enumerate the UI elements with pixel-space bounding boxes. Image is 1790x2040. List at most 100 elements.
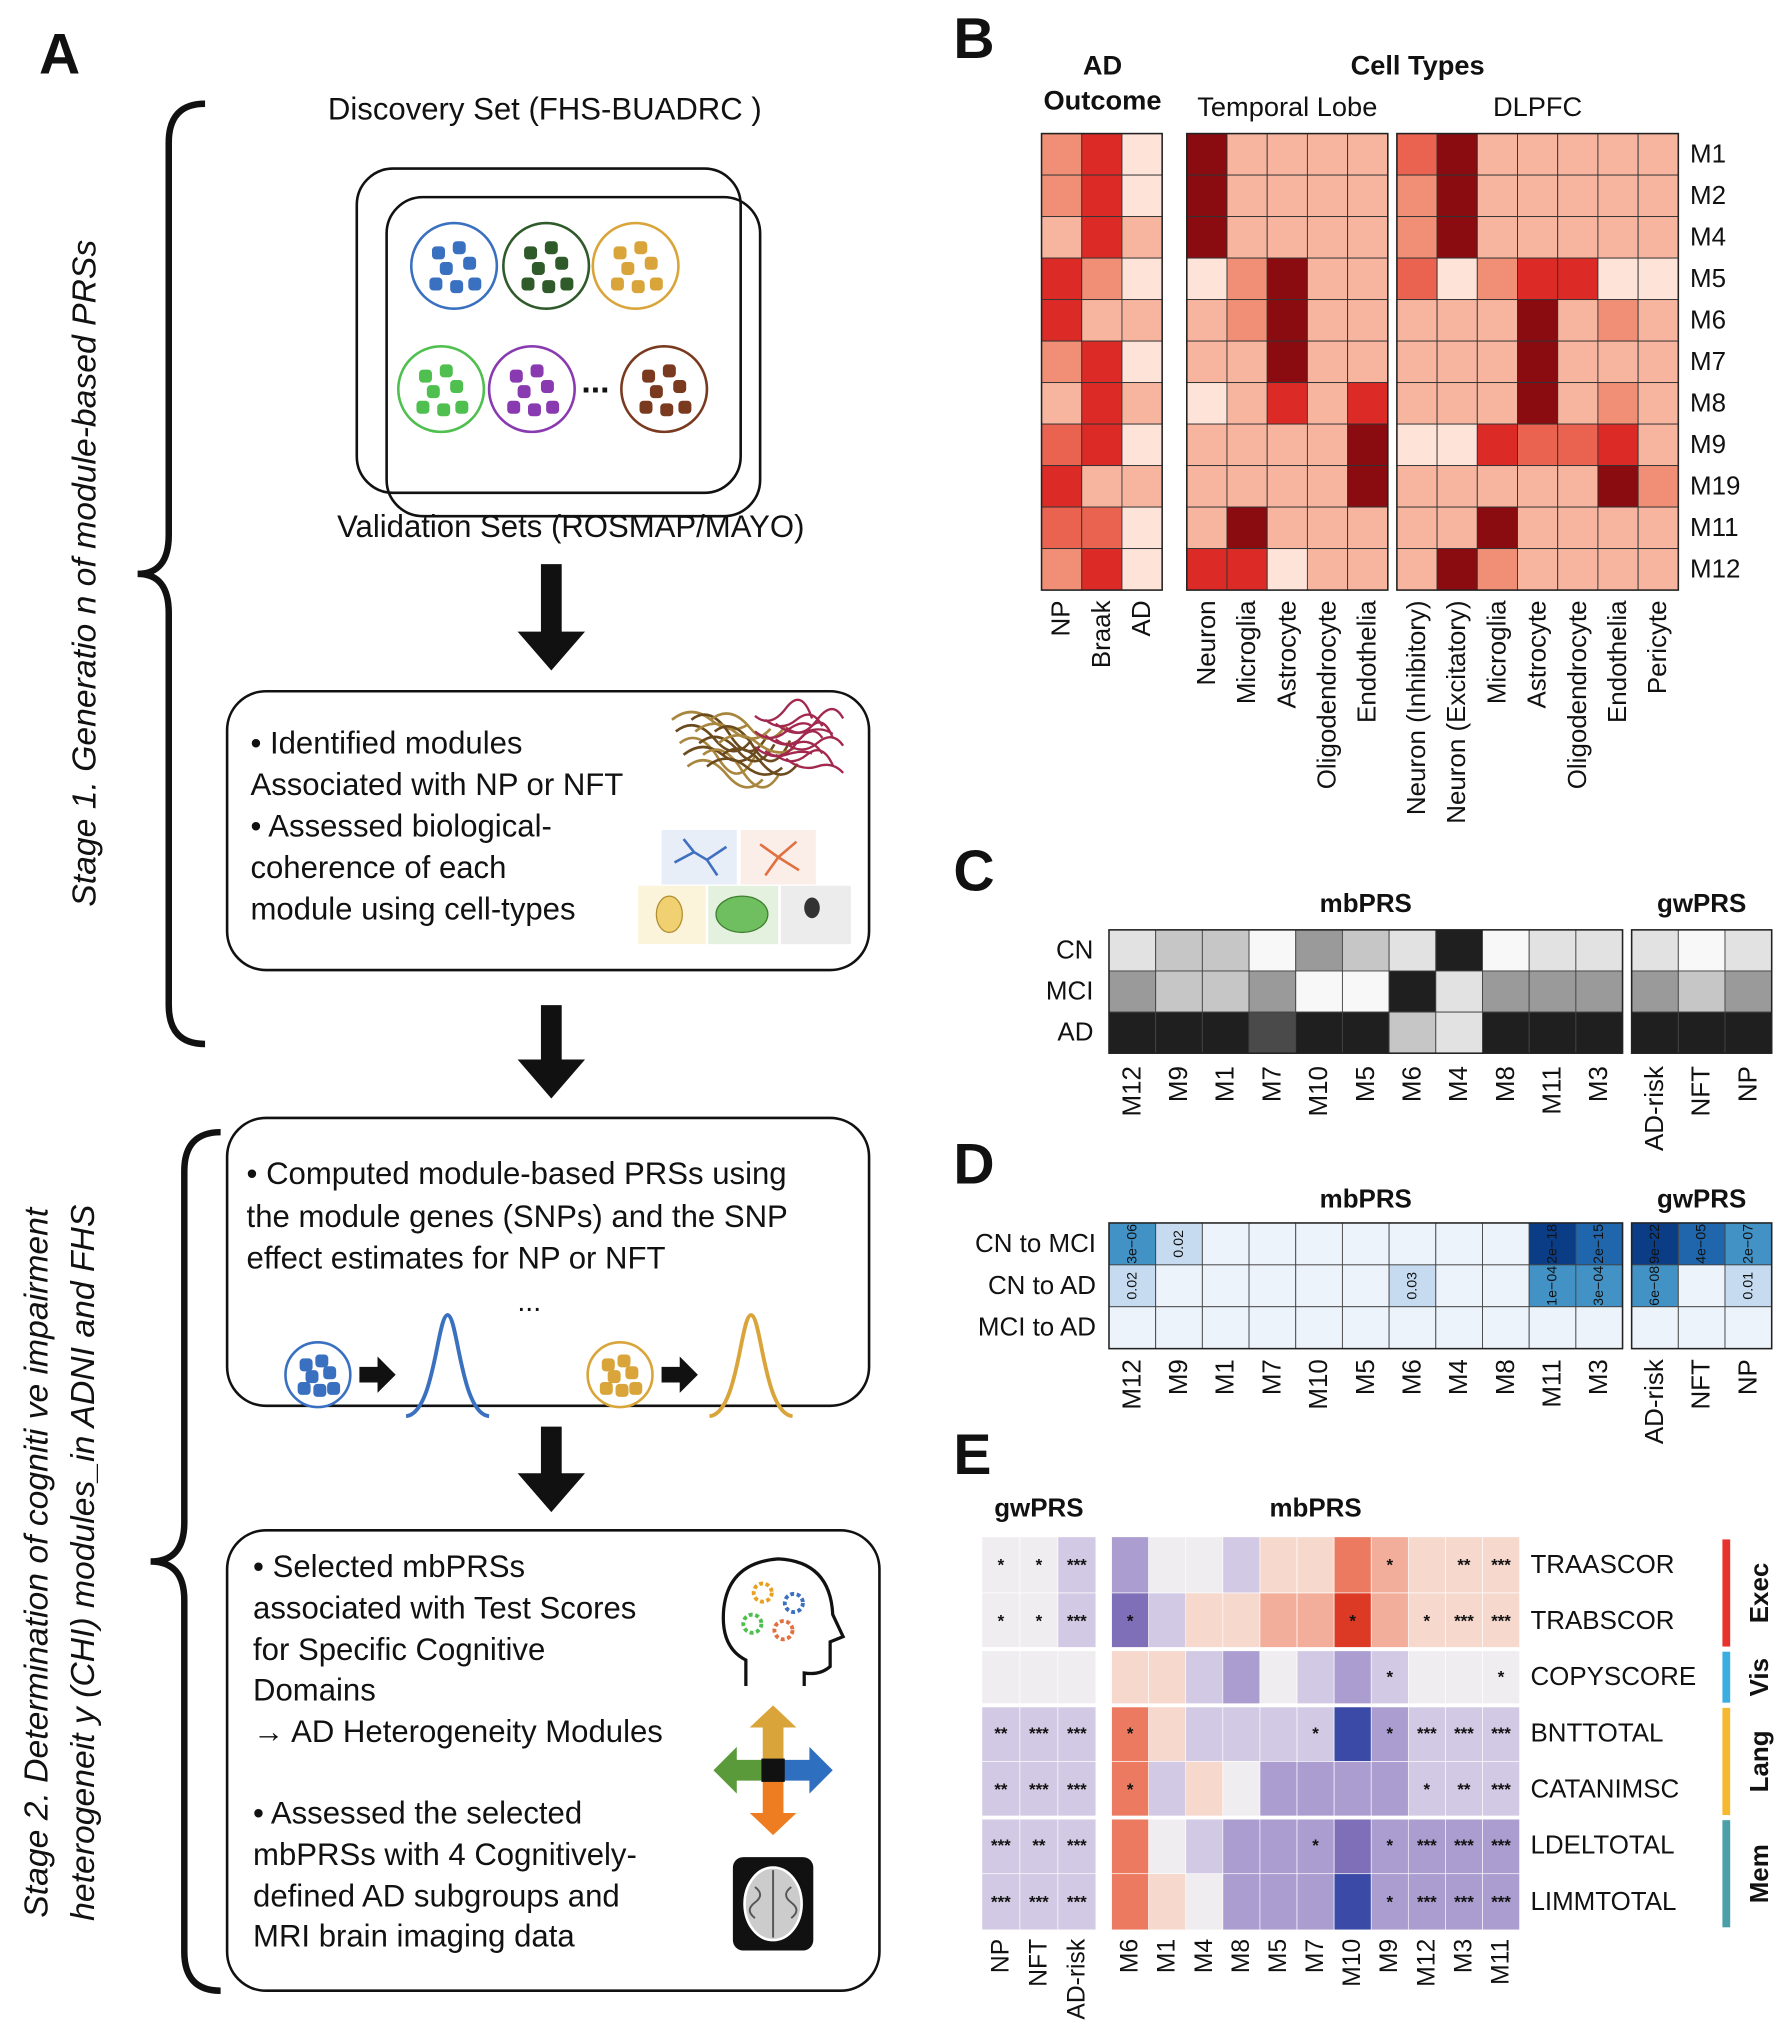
heatmap-cell bbox=[1476, 216, 1518, 259]
column-label: M10 bbox=[1339, 1939, 1366, 1987]
panel-label: D bbox=[953, 1133, 994, 1197]
heatmap-cell bbox=[1333, 1648, 1372, 1706]
heatmap-cell bbox=[1266, 257, 1308, 301]
column-label: M3 bbox=[1585, 1066, 1613, 1102]
column-label: M5 bbox=[1352, 1066, 1380, 1102]
heatmap-cell bbox=[1445, 1536, 1483, 1594]
column-label: NFT bbox=[1025, 1939, 1052, 1987]
heatmap-cell bbox=[1347, 216, 1389, 259]
row-label: TRAASCOR bbox=[1530, 1551, 1674, 1579]
heatmap-cell bbox=[1370, 1648, 1409, 1706]
significance: *** bbox=[1454, 1612, 1474, 1631]
heatmap-cell bbox=[1081, 133, 1123, 176]
heatmap-cell bbox=[1057, 1648, 1097, 1706]
heatmap-cell bbox=[1557, 340, 1599, 384]
significance: ** bbox=[994, 1724, 1008, 1743]
heatmap-cell bbox=[1081, 340, 1123, 384]
heatmap-cell bbox=[1557, 423, 1599, 467]
heatmap-cell bbox=[1631, 970, 1679, 1013]
significance: * bbox=[1386, 1836, 1393, 1855]
cell-image bbox=[673, 838, 728, 877]
gene-dot bbox=[649, 277, 663, 291]
step-text: • Identified modules bbox=[250, 726, 522, 761]
heatmap-cell bbox=[1185, 1761, 1224, 1818]
column-label: Microglia bbox=[1233, 600, 1261, 704]
heatmap-cell bbox=[1557, 174, 1599, 218]
stage-title: Stage 1. Generatio n of module-based PRS… bbox=[65, 240, 103, 907]
heatmap-cell bbox=[1347, 465, 1389, 508]
heatmap-cell bbox=[1226, 340, 1268, 384]
heatmap-cell bbox=[1396, 133, 1438, 176]
heatmap-cell bbox=[1295, 1306, 1343, 1350]
heatmap-cell bbox=[1121, 382, 1163, 425]
heatmap-cell bbox=[1597, 506, 1639, 550]
domain-bar bbox=[1722, 1820, 1731, 1928]
column-label: M5 bbox=[1265, 1939, 1292, 1973]
gene-dot bbox=[463, 256, 477, 270]
arrow-down bbox=[749, 1776, 797, 1836]
heatmap-cell bbox=[1597, 174, 1639, 218]
row-label: COPYSCORE bbox=[1530, 1663, 1696, 1691]
gear-icon bbox=[751, 1581, 774, 1604]
heatmap-cell bbox=[1019, 1592, 1059, 1650]
heatmap-cell bbox=[1121, 216, 1163, 259]
heatmap-cell bbox=[1108, 1306, 1157, 1350]
gene-dot bbox=[531, 261, 545, 275]
heatmap-cell bbox=[1482, 1011, 1530, 1054]
module-circle bbox=[487, 344, 576, 434]
plaque-icon bbox=[710, 712, 788, 740]
heatmap-cell bbox=[1388, 1264, 1437, 1308]
heatmap-cell bbox=[1637, 299, 1679, 342]
heatmap-cell bbox=[1407, 1704, 1446, 1762]
heatmap-cell bbox=[1248, 929, 1297, 972]
gene-dot bbox=[297, 1381, 311, 1395]
significance: *** bbox=[991, 1892, 1011, 1911]
significance: *** bbox=[1067, 1555, 1087, 1574]
heatmap-cell bbox=[1041, 216, 1083, 259]
significance: *** bbox=[1067, 1724, 1087, 1743]
heatmap-cell bbox=[1517, 340, 1559, 384]
cell-label: 1e−04 bbox=[1545, 1266, 1561, 1306]
heatmap-cell bbox=[1041, 506, 1083, 550]
heatmap-cell bbox=[1637, 216, 1679, 259]
heatmap-cell bbox=[1557, 548, 1599, 591]
column-label: Oligodendrocyte bbox=[1564, 600, 1592, 789]
step-text: Domains bbox=[253, 1672, 376, 1707]
step-text: effect estimates for NP or NFT bbox=[247, 1240, 666, 1275]
domain-label: Lang bbox=[1746, 1730, 1774, 1792]
heatmap-cell bbox=[1482, 1264, 1530, 1308]
gene-dot bbox=[634, 241, 648, 255]
heatmap-cell bbox=[1306, 257, 1349, 301]
gene-dot bbox=[639, 400, 653, 414]
mri-icon bbox=[748, 1870, 798, 1938]
step-text: the module genes (SNPs) and the SNP bbox=[247, 1199, 788, 1234]
tangle-icon bbox=[754, 698, 814, 723]
heatmap-cell bbox=[1341, 970, 1390, 1013]
brace bbox=[137, 100, 206, 1048]
column-label: AD-risk bbox=[1641, 1066, 1669, 1151]
heatmap-cell bbox=[1148, 1873, 1187, 1931]
column-label: M6 bbox=[1398, 1066, 1426, 1102]
heatmap-cell bbox=[1186, 382, 1228, 425]
cell-label: 0.03 bbox=[1404, 1272, 1420, 1300]
heatmap-cell bbox=[1222, 1817, 1261, 1875]
plaque-icon bbox=[698, 735, 776, 763]
gene-dot bbox=[416, 400, 430, 414]
column-label: AD-risk bbox=[1063, 1938, 1090, 2019]
gene-dot bbox=[517, 385, 531, 399]
significance: * bbox=[1127, 1724, 1134, 1743]
cell-image bbox=[655, 895, 683, 934]
tangle-icon bbox=[754, 746, 813, 758]
heatmap-cell bbox=[1108, 970, 1157, 1013]
arrow-hub bbox=[761, 1758, 785, 1782]
significance: * bbox=[1386, 1555, 1393, 1574]
heatmap-cell bbox=[1222, 1704, 1261, 1762]
heatmap-cell bbox=[981, 1761, 1021, 1818]
gene-dot bbox=[507, 400, 521, 414]
heatmap-cell bbox=[1396, 382, 1438, 425]
gene-dot bbox=[544, 241, 558, 255]
heatmap-cell bbox=[1259, 1592, 1298, 1650]
significance: ** bbox=[1032, 1836, 1046, 1855]
heatmap-cell bbox=[1041, 299, 1083, 342]
column-label: M7 bbox=[1302, 1939, 1329, 1973]
